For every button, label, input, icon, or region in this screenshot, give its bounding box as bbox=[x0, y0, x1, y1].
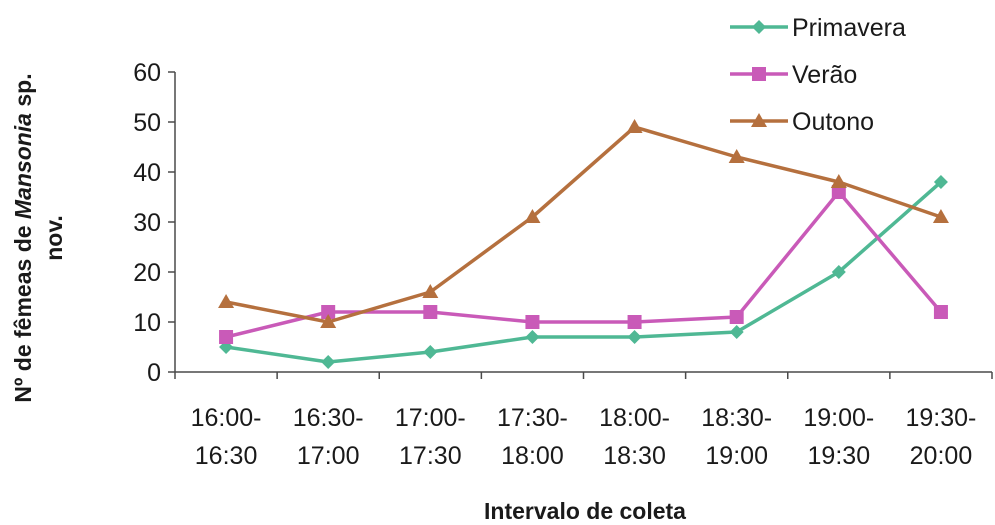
y-axis-title-line1: Nº de fêmeas de Mansonia sp. bbox=[10, 73, 36, 402]
x-tick-label: 16:00- 16:30 bbox=[191, 404, 262, 470]
y-axis-title-line2: nov. bbox=[41, 215, 67, 261]
x-tick-label: 18:00- 18:30 bbox=[599, 404, 670, 470]
series-line bbox=[225, 190, 943, 339]
series-2 bbox=[218, 119, 949, 328]
data-point-triangle bbox=[320, 314, 337, 328]
legend-label: Primavera bbox=[792, 14, 906, 42]
x-tick-label-line: 18:30- bbox=[701, 404, 772, 432]
x-axis-ticks: 16:00-16:3016:30-17:0017:00-17:3017:30-1… bbox=[174, 372, 993, 470]
legend: Primavera Verão Outono bbox=[730, 14, 906, 136]
data-point-triangle bbox=[728, 149, 745, 163]
x-tick-label: 19:00- 19:30 bbox=[803, 404, 874, 470]
data-point-square bbox=[525, 315, 540, 329]
x-tick-label-line: 20:00 bbox=[910, 442, 973, 470]
legend-label: Verão bbox=[792, 61, 857, 89]
data-point-diamond bbox=[627, 330, 642, 344]
x-tick-label-line: 19:00 bbox=[705, 442, 768, 470]
x-tick-label: 19:30- 20:00 bbox=[905, 404, 976, 470]
legend-item: Primavera bbox=[730, 14, 906, 42]
x-tick-label-line: 18:30 bbox=[603, 442, 666, 470]
x-tick-label-line: 16:30 bbox=[195, 442, 258, 470]
y-axis-title-part: sp. bbox=[10, 73, 36, 113]
data-point-triangle bbox=[932, 209, 949, 223]
y-tick-label: 30 bbox=[133, 209, 161, 237]
y-tick-label: 50 bbox=[133, 109, 161, 137]
x-tick-label-line: 16:30- bbox=[293, 404, 364, 432]
x-tick-label: 17:30- 18:00 bbox=[497, 404, 568, 470]
data-point-diamond bbox=[752, 20, 766, 34]
data-point-diamond bbox=[321, 355, 336, 369]
data-point-square bbox=[752, 67, 766, 81]
data-point-triangle bbox=[830, 174, 847, 188]
y-tick-label: 10 bbox=[133, 309, 161, 337]
x-tick-label: 18:30- 19:00 bbox=[701, 404, 772, 470]
y-tick-label: 40 bbox=[133, 159, 161, 187]
series-line bbox=[225, 125, 942, 324]
data-point-triangle bbox=[422, 284, 439, 298]
x-tick-label: 16:30- 17:00 bbox=[293, 404, 364, 470]
data-point-diamond bbox=[933, 175, 948, 189]
series-0 bbox=[219, 175, 948, 369]
x-tick-label-line: 17:30 bbox=[399, 442, 462, 470]
data-point-diamond bbox=[423, 345, 438, 359]
data-point-square bbox=[219, 330, 234, 344]
y-axis-ticks: 0 10 20 30 40 50 60 bbox=[133, 59, 175, 387]
data-point-diamond bbox=[831, 265, 846, 279]
y-axis-title-part: Mansonia bbox=[10, 113, 36, 219]
series-group bbox=[218, 119, 949, 369]
legend-item: Verão bbox=[730, 61, 857, 89]
series-1 bbox=[219, 185, 948, 344]
data-point-triangle bbox=[524, 209, 541, 223]
x-tick-label-line: 18:00 bbox=[501, 442, 564, 470]
data-point-square bbox=[831, 185, 846, 199]
data-point-diamond bbox=[729, 325, 744, 339]
data-point-triangle bbox=[626, 119, 643, 133]
data-point-square bbox=[933, 305, 948, 319]
x-tick-label-line: 18:00- bbox=[599, 404, 670, 432]
series-line bbox=[225, 180, 943, 364]
data-point-triangle bbox=[751, 113, 767, 127]
y-axis-title: Nº de fêmeas de Mansonia sp.nov. bbox=[10, 73, 67, 402]
x-tick-label-line: 19:30- bbox=[905, 404, 976, 432]
y-axis-title-part: Nº de fêmeas de bbox=[10, 219, 36, 403]
y-tick-label: 20 bbox=[133, 259, 161, 287]
x-tick-label-line: 16:00- bbox=[191, 404, 262, 432]
x-tick-label-line: 19:00- bbox=[803, 404, 874, 432]
legend-label: Outono bbox=[792, 108, 874, 136]
x-tick-label-line: 17:30- bbox=[497, 404, 568, 432]
x-tick-label: 17:00- 17:30 bbox=[395, 404, 466, 470]
x-tick-label-line: 17:00- bbox=[395, 404, 466, 432]
y-tick-label: 60 bbox=[133, 59, 161, 87]
legend-item: Outono bbox=[730, 108, 874, 136]
data-point-square bbox=[423, 305, 438, 319]
data-point-square bbox=[627, 315, 642, 329]
x-tick-label-line: 19:30 bbox=[808, 442, 871, 470]
data-point-diamond bbox=[525, 330, 540, 344]
data-point-square bbox=[729, 310, 744, 324]
x-tick-label-line: 17:00 bbox=[297, 442, 360, 470]
x-axis-title: Intervalo de coleta bbox=[484, 498, 686, 524]
data-point-triangle bbox=[218, 294, 235, 308]
data-point-square bbox=[321, 305, 336, 319]
y-tick-label: 0 bbox=[147, 359, 161, 387]
